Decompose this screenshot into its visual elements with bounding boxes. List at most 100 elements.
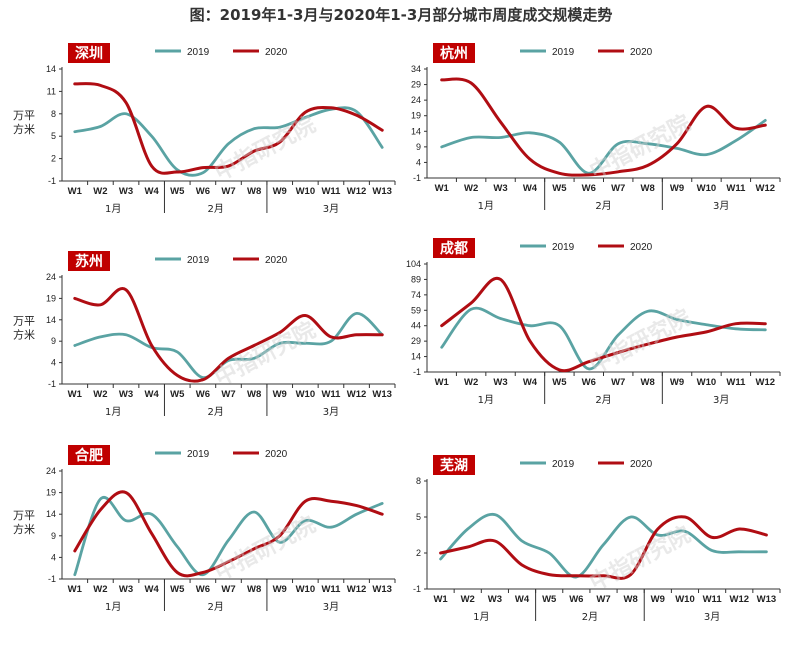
y-tick-label: 11 [47,86,56,96]
city-label-box [68,43,110,63]
x-tick-label: W2 [93,389,107,400]
x-tick-label: W10 [675,594,695,605]
y-tick-label: 4 [51,358,56,368]
page-title: 图：2019年1-3月与2020年1-3月部分城市周度成交规模走势 [189,6,613,24]
y-tick-label: 9 [51,336,56,346]
y-tick-label: 14 [46,315,56,325]
month-label: 1月 [478,200,494,212]
x-tick-label: W3 [119,389,133,400]
series-line-2020 [440,77,767,177]
x-tick-label: W4 [145,389,160,400]
x-tick-label: W6 [196,186,210,197]
x-tick-label: W3 [493,377,507,388]
series-line-2020 [73,82,384,175]
y-tick-label: 14 [411,352,421,362]
x-tick-label: W7 [611,183,625,194]
chart-panel-1: -1 2 5 8 11 14 W1 W2 W3 W4 W5 W6 W7 W8 W9 W10 W11 W12 W13 1… [13,43,396,215]
x-tick-label: W11 [703,594,723,605]
month-label: 2月 [595,394,611,406]
x-tick-label: W12 [729,594,749,605]
x-tick-label: W3 [488,594,502,605]
y-tick-label: 34 [411,64,421,74]
y-tick-label: 59 [411,305,421,315]
y-tick-label: 4 [51,552,56,562]
x-tick-label: W5 [542,594,557,605]
x-tick-label: W12 [347,584,367,595]
legend-label-2020: 2020 [265,449,288,460]
x-tick-label: W1 [68,389,83,400]
y-tick-label: 8 [416,476,421,486]
x-tick-label: W5 [170,584,185,595]
series-line-2019 [73,495,384,577]
y-tick-label: 2 [416,548,421,558]
city-label: 杭州 [440,45,468,62]
chart-panel-4: -1 14 29 44 59 74 89 104 W1 W2 W3 W4 W5 W6 W7 W8 W9 W10 W1… [406,238,781,406]
month-label: 2月 [208,203,224,215]
y-tick-label: 24 [46,272,56,282]
x-tick-label: W5 [552,377,567,388]
y-tick-label: 9 [416,142,421,152]
y-tick-label: -1 [48,176,56,186]
city-label: 合肥 [75,447,103,464]
x-tick-label: W1 [433,594,448,605]
legend-label-2020: 2020 [265,47,288,58]
legend-label-2019: 2019 [187,47,210,58]
y-axis-label: 方米 [13,122,35,136]
y-axis-label: 万平 [13,315,35,328]
x-tick-label: W5 [552,183,567,194]
month-label: 1月 [105,203,121,215]
y-tick-label: 14 [46,64,56,74]
y-tick-label: 9 [51,531,56,541]
x-tick-label: W5 [170,186,185,197]
x-tick-label: W9 [651,594,665,605]
month-label: 2月 [595,200,611,212]
y-tick-label: 19 [46,293,56,303]
x-tick-label: W4 [145,186,160,197]
x-tick-label: W4 [145,584,160,595]
x-tick-label: W6 [582,183,596,194]
x-tick-label: W3 [119,186,133,197]
x-tick-label: W10 [697,377,717,388]
month-label: 2月 [582,611,598,623]
legend-label-2020: 2020 [630,242,653,253]
x-tick-label: W8 [247,389,261,400]
series-line-2019 [439,512,768,579]
city-label: 成都 [440,240,468,257]
x-tick-label: W4 [523,183,538,194]
x-tick-label: W1 [435,377,450,388]
y-tick-label: 5 [416,512,421,522]
watermark-text: 中指研究院 [211,112,320,187]
x-tick-label: W2 [464,377,478,388]
series-line-2020 [73,286,384,383]
x-tick-label: W2 [93,186,107,197]
y-tick-label: 74 [411,290,421,300]
month-label: 1月 [105,406,121,418]
y-tick-label: 19 [411,111,421,121]
watermark-text: 中指研究院 [211,317,320,392]
x-tick-label: W9 [273,389,287,400]
city-label-box [68,251,110,271]
month-label: 3月 [704,611,720,623]
y-axis-label: 方米 [13,522,35,536]
month-label: 3月 [323,601,339,613]
chart-panel-3: -1 4 9 14 19 24 W1 W2 W3 W4 W5 W6 W7 W8 W9 W10 W11 W12 W13… [13,251,396,418]
month-label: 1月 [105,601,121,613]
series-line-2019 [440,119,767,175]
chart-panel-6: -1 2 5 8 W1 W2 W3 W4 W5 W6 W7 W8 W9 W10 W11 W12 W13 1月 2月 3… [413,455,781,623]
y-tick-label: 14 [46,509,56,519]
series-line-2020 [439,515,768,580]
y-tick-label: -1 [48,379,56,389]
y-tick-label: 5 [51,131,56,141]
x-tick-label: W10 [296,186,316,197]
y-axis-label: 万平 [13,109,35,122]
x-tick-label: W5 [170,389,185,400]
legend-label-2020: 2020 [265,255,288,266]
chart-panel-5: -1 4 9 14 19 24 W1 W2 W3 W4 W5 W6 W7 W8 W9 W10 W11 W12 W13… [13,445,396,613]
y-tick-label: 24 [46,466,56,476]
x-tick-label: W7 [221,584,235,595]
x-tick-label: W6 [196,584,210,595]
x-tick-label: W7 [596,594,610,605]
y-tick-label: 2 [51,154,56,164]
y-tick-label: 29 [411,336,421,346]
